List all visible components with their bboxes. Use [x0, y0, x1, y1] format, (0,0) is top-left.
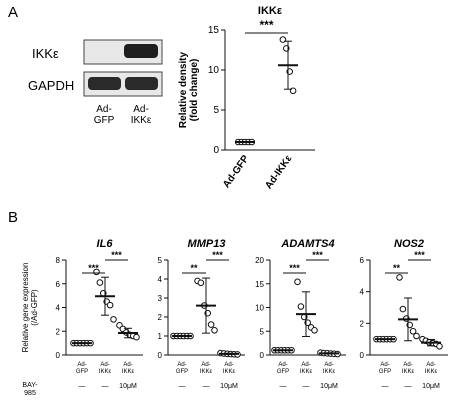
data-point — [413, 332, 420, 340]
y-tick-label: 0 — [213, 145, 219, 156]
chart-2: 0 2 4 6 8 IL6 Relative gene expression(/Ad-GFP… — [21, 238, 143, 390]
y-tick-label: 5 — [260, 327, 265, 336]
data-point — [294, 278, 301, 286]
treatment-value: — — [203, 383, 210, 390]
significance-stars: *** — [289, 263, 300, 273]
x-tick-label: Ad-GFP — [277, 362, 289, 375]
significance-stars: *** — [111, 250, 122, 260]
blot-ikke-band — [124, 44, 158, 58]
y-tick-label: 2 — [360, 319, 365, 328]
y-tick-label: 0 — [56, 351, 61, 360]
panel-b-label: B — [8, 209, 18, 226]
x-tick-label: Ad-GFP — [221, 153, 252, 190]
x-tick-label: Ad-IKKε — [425, 362, 438, 375]
x-tick-label: Ad-IKKε — [323, 362, 336, 375]
blot-lane-label-gfp: Ad-GFP — [94, 104, 115, 126]
y-tick-label: 0 — [360, 351, 365, 360]
blot-gapdh-band-1 — [88, 77, 121, 90]
y-axis-label: Relative density(fold change) — [178, 51, 200, 128]
data-point — [399, 305, 407, 313]
treatment-value: — — [405, 383, 412, 390]
significance-stars: *** — [259, 18, 273, 32]
y-tick-label: 3 — [158, 294, 163, 303]
y-tick-label: 4 — [56, 304, 61, 313]
treatment-value: — — [102, 383, 109, 390]
blot-lane-label-ikke: Ad-IKKε — [131, 104, 152, 126]
significance-stars: *** — [88, 263, 99, 273]
chart-title: MMP13 — [188, 238, 226, 250]
data-point — [297, 303, 305, 310]
significance-stars: ** — [393, 263, 401, 273]
data-point — [436, 342, 443, 350]
x-tick-label: Ad-GFP — [379, 362, 391, 375]
treatment-value: — — [280, 383, 287, 390]
y-tick-label: 15 — [255, 280, 264, 289]
y-tick-label: 4 — [360, 288, 365, 297]
y-tick-label: 6 — [360, 256, 365, 265]
x-tick-label: Ad-IKKε — [263, 153, 294, 191]
chart-title: IL6 — [97, 238, 114, 250]
x-tick-label: Ad-IKKε — [122, 362, 135, 375]
significance-stars: *** — [312, 250, 323, 260]
x-tick-label: Ad-IKKε — [402, 362, 415, 375]
data-point — [106, 301, 114, 309]
significance-stars: ** — [190, 263, 198, 273]
x-tick-label: Ad-IKKε — [300, 362, 313, 375]
y-tick-label: 0 — [260, 351, 265, 360]
x-tick-label: Ad-GFP — [176, 362, 188, 375]
treatment-value: — — [303, 383, 310, 390]
y-tick-label: 10 — [208, 65, 220, 76]
x-tick-label: Ad-GFP — [76, 362, 88, 375]
y-tick-label: 5 — [213, 105, 219, 116]
x-tick-label: Ad-IKKε — [99, 362, 112, 375]
data-point — [211, 327, 218, 334]
treatment-row-label: BAY-985 — [22, 382, 38, 397]
treatment-value: 10μM — [119, 383, 137, 390]
data-point — [96, 279, 104, 286]
data-point — [311, 327, 318, 334]
treatment-value: — — [382, 383, 389, 390]
y-tick-label: 0 — [158, 351, 163, 360]
chart-title: IKKε — [258, 5, 283, 17]
data-point — [110, 316, 117, 323]
y-tick-label: 10 — [255, 304, 264, 313]
treatment-value: — — [79, 383, 86, 390]
data-point — [197, 279, 205, 287]
panel-a-label: A — [8, 4, 18, 21]
y-tick-label: 15 — [208, 25, 220, 36]
treatment-value: — — [179, 383, 186, 390]
blot-row-label-gapdh: GAPDH — [28, 78, 74, 93]
treatment-value: 10μM — [422, 383, 440, 390]
blot-gapdh-band-2 — [125, 77, 158, 90]
chart-4: 0 5 10 15 20 ADAMTS4 Ad-GFP Ad-IKKε Ad-IKKε *** **… — [255, 238, 346, 390]
blot-row-label-ikke: IKKε — [32, 46, 59, 61]
data-point — [207, 321, 215, 328]
x-tick-label: Ad-IKKε — [200, 362, 213, 375]
y-tick-label: 20 — [255, 256, 264, 265]
chart-title: NOS2 — [394, 238, 424, 250]
chart-title: ADAMTS4 — [280, 238, 334, 250]
y-tick-label: 1 — [158, 332, 163, 341]
chart-1: 0 5 10 15 IKKε Relative density(fold change) A… — [178, 5, 315, 191]
significance-stars: *** — [212, 250, 223, 260]
y-tick-label: 2 — [56, 327, 61, 336]
data-point — [409, 327, 417, 335]
x-tick-label: Ad-IKKε — [223, 362, 236, 375]
y-tick-label: 5 — [158, 256, 163, 265]
significance-stars: *** — [414, 250, 425, 260]
y-tick-label: 2 — [158, 313, 163, 322]
data-point — [396, 274, 403, 281]
y-axis-label: Relative gene expression(/Ad-GFP) — [21, 263, 39, 353]
y-tick-label: 8 — [56, 256, 61, 265]
treatment-value: 10μM — [320, 383, 338, 390]
data-point — [133, 333, 140, 341]
y-tick-label: 4 — [158, 275, 163, 284]
y-tick-label: 6 — [56, 280, 61, 289]
treatment-value: 10μM — [220, 383, 238, 390]
